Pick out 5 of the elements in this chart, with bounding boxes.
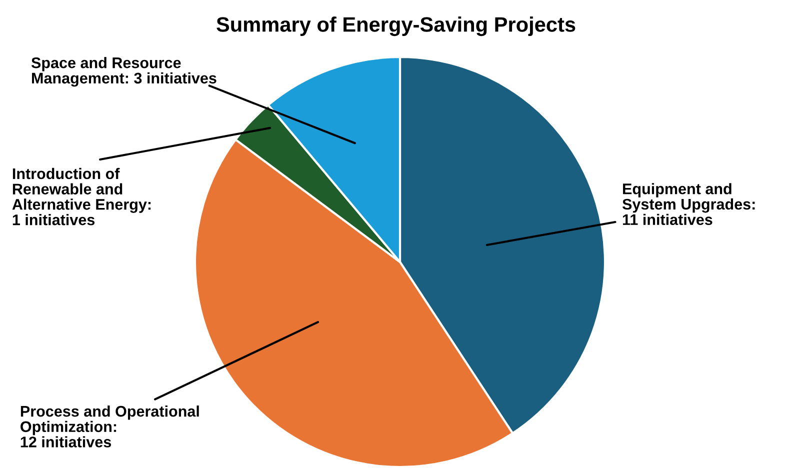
chart-title: Summary of Energy-Saving Projects <box>216 16 576 36</box>
slice-label: Process and Operational Optimization: 12 initiatives <box>20 406 199 448</box>
slice-label: Introduction of Renewable and Alternative Energy: 1 initiatives <box>12 168 151 226</box>
slice-label: Equipment and System Upgrades: 11 initiatives <box>622 183 755 226</box>
slice-label: Space and Resource Management: 3 initiatives <box>31 57 216 87</box>
